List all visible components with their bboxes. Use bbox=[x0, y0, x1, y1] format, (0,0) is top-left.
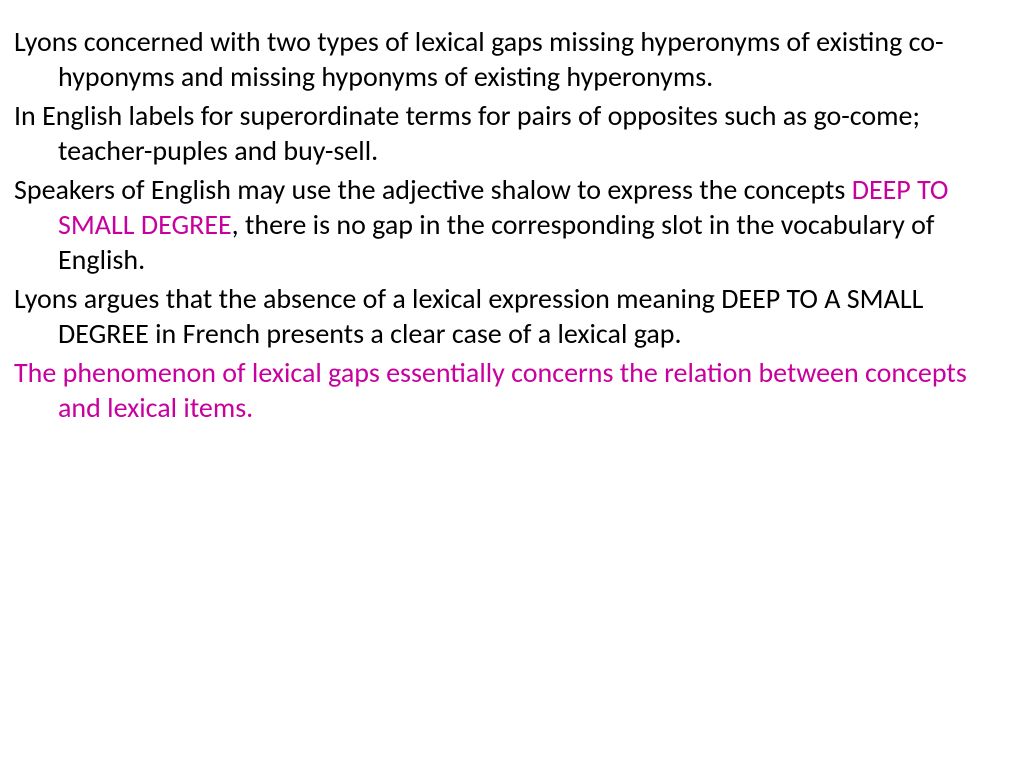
paragraph: Lyons concerned with two types of lexica… bbox=[14, 24, 994, 94]
paragraph: Lyons argues that the absence of a lexic… bbox=[14, 281, 994, 351]
body-text: Lyons argues that the absence of a lexic… bbox=[14, 281, 923, 351]
paragraph: Speakers of English may use the adjectiv… bbox=[14, 172, 994, 277]
body-text: Lyons concerned with two types of lexica… bbox=[14, 24, 944, 94]
highlighted-text: The phenomenon of lexical gaps essential… bbox=[14, 355, 967, 425]
paragraph: In English labels for superordinate term… bbox=[14, 98, 994, 168]
body-text: Speakers of English may use the adjectiv… bbox=[14, 172, 852, 207]
slide-body: Lyons concerned with two types of lexica… bbox=[14, 24, 994, 425]
paragraph: The phenomenon of lexical gaps essential… bbox=[14, 355, 994, 425]
body-text: In English labels for superordinate term… bbox=[14, 98, 920, 168]
